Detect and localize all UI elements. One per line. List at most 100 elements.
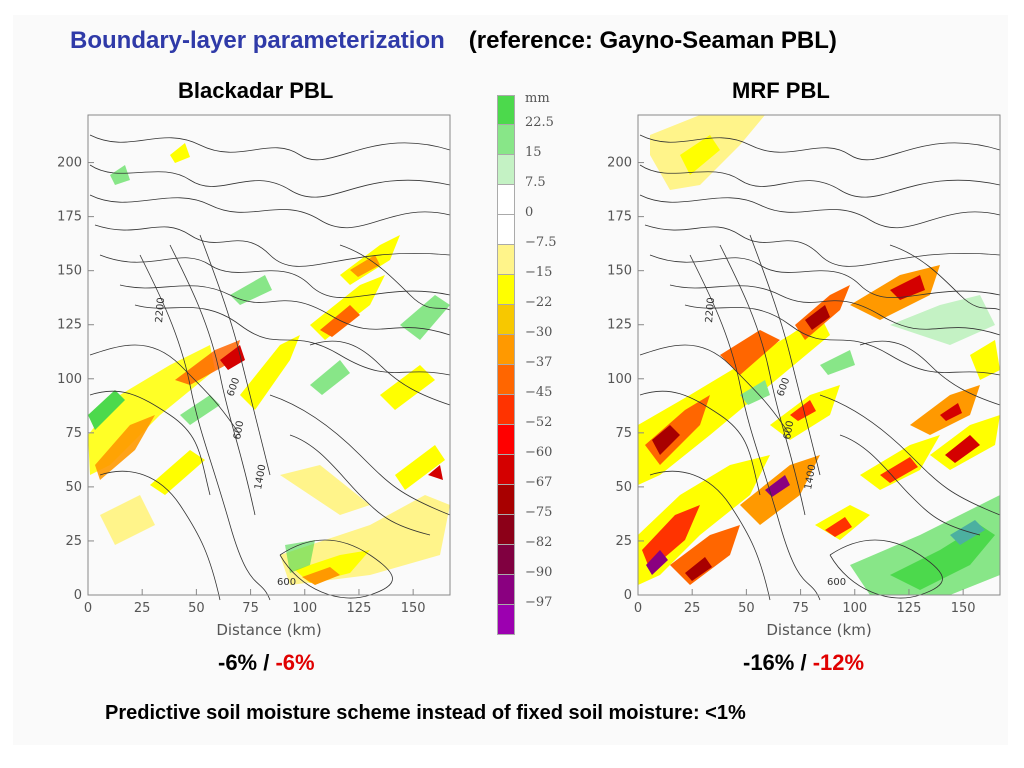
- y-tick-label: 175: [607, 210, 632, 225]
- panel-title-mrf: MRF PBL: [732, 78, 830, 103]
- contour-label: 2200: [704, 297, 717, 323]
- precip-fill: [88, 143, 450, 585]
- contour-label: 600: [782, 420, 796, 441]
- terrain-contours: [639, 134, 1001, 601]
- y-tick-label: 200: [607, 156, 632, 171]
- colorbar-swatch: [497, 365, 515, 395]
- contour-label: 600: [225, 376, 242, 398]
- change-separator: /: [257, 650, 276, 675]
- colorbar-swatch: [497, 545, 515, 575]
- colorbar-swatch: [497, 125, 515, 155]
- y-tick-label: 100: [57, 372, 82, 387]
- colorbar-label: −97: [525, 595, 553, 610]
- y-tick-label: 150: [607, 264, 632, 279]
- contour-label: 600: [775, 376, 792, 398]
- contour-label: 600: [827, 577, 846, 588]
- contour-label: 600: [277, 577, 296, 588]
- colorbar-label: −52: [525, 415, 553, 430]
- colorbar-swatch: [497, 455, 515, 485]
- x-tick-label: 50: [738, 601, 755, 616]
- colorbar-swatch: [497, 215, 515, 245]
- y-tick-label: 200: [57, 156, 82, 171]
- change-value-highlight: -12%: [812, 650, 865, 675]
- x-tick-label: 25: [684, 601, 701, 616]
- y-tick-label: 75: [65, 426, 82, 441]
- y-tick-label: 25: [615, 534, 632, 549]
- plot-frame: [637, 114, 1001, 596]
- colorbar-label: −75: [525, 505, 553, 520]
- title-main: Boundary-layer parameterization: [70, 27, 445, 54]
- x-tick-label: 125: [897, 601, 922, 616]
- colorbar-swatch: [497, 395, 515, 425]
- slide-title: Boundary-layer parameterization (referenc…: [70, 27, 837, 55]
- map-panel-blackadar: 2200 600 600 1400 600 0 25 50 75 100 125 150 17…: [40, 95, 460, 639]
- y-tick-label: 25: [65, 534, 82, 549]
- x-tick-label: 125: [347, 601, 372, 616]
- y-axis: 0 25 50 75 100 125 150 175 200: [57, 156, 94, 603]
- colorbar-label: 22.5: [525, 115, 554, 130]
- colorbar-swatch: [497, 605, 515, 635]
- y-tick-label: 0: [74, 588, 82, 603]
- colorbar-swatch: [497, 335, 515, 365]
- y-tick-label: 125: [607, 318, 632, 333]
- colorbar-label: −15: [525, 265, 553, 280]
- x-axis: 0 25 50 75 100 125 150: [84, 589, 426, 616]
- map-mrf: 2200 600 600 1400 600 0 25 50 75 100 125 150 17…: [607, 114, 1001, 639]
- terrain-contours: [89, 134, 451, 601]
- colorbar-swatch: [497, 275, 515, 305]
- colorbar-label: −30: [525, 325, 553, 340]
- y-tick-label: 0: [624, 588, 632, 603]
- change-value: -6%: [218, 650, 258, 675]
- precip-fill: [638, 115, 1000, 595]
- change-mrf: -16% / -12%: [743, 650, 864, 676]
- contour-label: 600: [232, 420, 246, 441]
- x-tick-label: 75: [242, 601, 259, 616]
- colorbar-label: −37: [525, 355, 553, 370]
- colorbar: mm 22.5 15 7.5 0 −7.5 −15 −22 −30 −37 −45 −52 −60 −6…: [497, 91, 567, 635]
- colorbar-label: 15: [525, 145, 542, 160]
- colorbar-label: 7.5: [525, 175, 546, 190]
- change-value: -16%: [743, 650, 795, 675]
- colorbar-unit: mm: [525, 91, 550, 106]
- colorbar-label: −7.5: [525, 235, 557, 250]
- colorbar-label: −45: [525, 385, 553, 400]
- x-tick-label: 100: [292, 601, 317, 616]
- colorbar-swatch: [497, 425, 515, 455]
- y-tick-label: 125: [57, 318, 82, 333]
- x-tick-label: 0: [84, 601, 92, 616]
- colorbar-label: −67: [525, 475, 553, 490]
- x-tick-label: 25: [134, 601, 151, 616]
- x-tick-label: 75: [792, 601, 809, 616]
- change-value-highlight: -6%: [275, 650, 315, 675]
- x-tick-label: 100: [842, 601, 867, 616]
- panel-title-blackadar: Blackadar PBL: [178, 78, 334, 103]
- y-tick-label: 50: [65, 480, 82, 495]
- colorbar-swatch: [497, 305, 515, 335]
- x-tick-label: 150: [951, 601, 976, 616]
- contour-label: 1400: [253, 464, 268, 491]
- plot-frame: [87, 114, 451, 596]
- colorbar-label: −90: [525, 565, 553, 580]
- map-blackadar: 2200 600 600 1400 600 0 25 50 75 100 125 150 17…: [57, 114, 451, 639]
- colorbar-swatch: [497, 575, 515, 605]
- x-tick-label: 50: [188, 601, 205, 616]
- colorbar-label: −60: [525, 445, 553, 460]
- colorbar-label: −82: [525, 535, 553, 550]
- x-tick-label: 0: [634, 601, 642, 616]
- change-blackadar: -6% / -6%: [218, 650, 315, 676]
- contour-label: 2200: [154, 297, 167, 323]
- colorbar-swatch: [497, 515, 515, 545]
- colorbar-swatch: [497, 185, 515, 215]
- map-panel-mrf: 2200 600 600 1400 600 0 25 50 75 100 125 150 17…: [590, 95, 1010, 639]
- colorbar-swatch: [497, 485, 515, 515]
- colorbar-label: 0: [525, 205, 534, 220]
- contour-label: 1400: [803, 464, 818, 491]
- colorbar-swatch: [497, 155, 515, 185]
- change-separator: /: [794, 650, 813, 675]
- title-reference: (reference: Gayno-Seaman PBL): [468, 27, 837, 54]
- y-tick-label: 75: [615, 426, 632, 441]
- y-tick-label: 50: [615, 480, 632, 495]
- x-tick-label: 150: [401, 601, 426, 616]
- y-tick-label: 150: [57, 264, 82, 279]
- colorbar-label: −22: [525, 295, 553, 310]
